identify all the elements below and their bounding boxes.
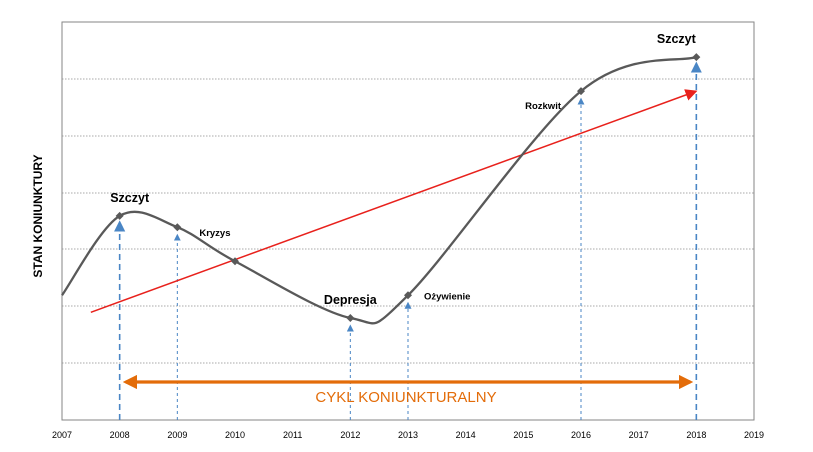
curve-point-markers — [115, 53, 701, 322]
x-tick-label: 2015 — [513, 430, 533, 440]
phase-label: Kryzys — [199, 228, 230, 239]
blue-dashed-arrows — [114, 61, 702, 420]
point-marker — [115, 211, 124, 220]
x-tick-label: 2018 — [686, 430, 706, 440]
trend-arrow — [90, 89, 698, 313]
trend-line — [90, 89, 698, 313]
point-marker — [404, 291, 412, 300]
x-tick-label: 2010 — [225, 430, 245, 440]
x-tick-label: 2019 — [744, 430, 764, 440]
x-tick-label: 2007 — [52, 430, 72, 440]
x-tick-label: 2014 — [456, 430, 476, 440]
x-tick-label: 2017 — [629, 430, 649, 440]
phase-label: Rozkwit — [525, 101, 562, 112]
point-marker — [173, 223, 182, 232]
point-marker — [577, 87, 585, 96]
phase-labels: Szczyt Kryzys Depresja Ożywienie Rozkwit Szcz… — [110, 32, 696, 307]
point-marker — [346, 313, 355, 322]
y-axis-label: STAN KONIUNKTURY — [31, 154, 45, 277]
phase-label: Depresja — [324, 293, 378, 307]
x-tick-label: 2012 — [340, 430, 360, 440]
point-marker — [692, 53, 701, 62]
cycle-label: CYKL KONIUNKTURALNY — [315, 389, 496, 406]
x-tick-label: 2016 — [571, 430, 591, 440]
phase-label: Szczyt — [110, 191, 150, 205]
x-axis-ticks: 2007 2008 2009 2010 2011 2012 2013 2014 2015 2016… — [52, 430, 764, 440]
x-tick-label: 2013 — [398, 430, 418, 440]
x-tick-label: 2008 — [110, 430, 130, 440]
phase-label: Ożywienie — [424, 291, 470, 302]
x-tick-label: 2011 — [283, 430, 302, 440]
business-cycle-curve — [61, 56, 697, 325]
point-marker — [231, 257, 239, 266]
phase-label: Szczyt — [657, 32, 697, 46]
x-tick-label: 2009 — [167, 430, 187, 440]
